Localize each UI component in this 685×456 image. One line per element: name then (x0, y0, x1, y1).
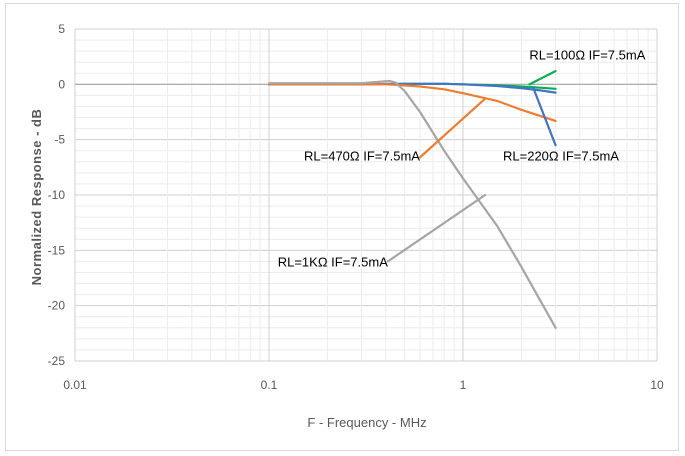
y-axis-title: Normalized Response - dB (29, 109, 44, 286)
y-tick-label: -10 (48, 188, 66, 202)
annotations: RL=100Ω IF=7.5mA RL=220Ω IF=7.5mA RL=470Ω … (278, 48, 646, 270)
y-tick-label: -5 (54, 133, 65, 147)
annotation-leader-line (386, 193, 487, 263)
series-line-rl-470-if-7-5ma (267, 83, 557, 123)
annotation-label: RL=100Ω IF=7.5mA (529, 48, 645, 63)
series-line-rl-1k-if-7-5ma (267, 79, 557, 329)
x-axis-title: F - Frequency - MHz (307, 415, 426, 430)
annotation-label: RL=1KΩ IF=7.5mA (278, 255, 388, 270)
x-tick-label: 1 (460, 378, 467, 392)
annotation-label: RL=470Ω IF=7.5mA (304, 148, 420, 163)
annotation-leader-line (418, 97, 487, 159)
chart-frame (5, 3, 679, 451)
y-tick-label: 5 (58, 22, 65, 36)
grid-lines (74, 28, 658, 362)
annotation-label: RL=220Ω IF=7.5mA (503, 148, 619, 163)
y-tick-label: -25 (48, 354, 66, 368)
y-tick-label: -20 (48, 299, 66, 313)
axes: 5 0 -5 -10 -15 -20 -25 0.01 0.1 1 10 (48, 22, 664, 392)
x-tick-label: 0.1 (261, 378, 278, 392)
annotation-leader-line (532, 86, 557, 147)
y-tick-label: -15 (48, 243, 66, 257)
y-tick-label: 0 (58, 77, 65, 91)
x-tick-label: 10 (650, 378, 664, 392)
annotation-leader-line (528, 69, 557, 86)
x-tick-label: 0.01 (63, 378, 87, 392)
